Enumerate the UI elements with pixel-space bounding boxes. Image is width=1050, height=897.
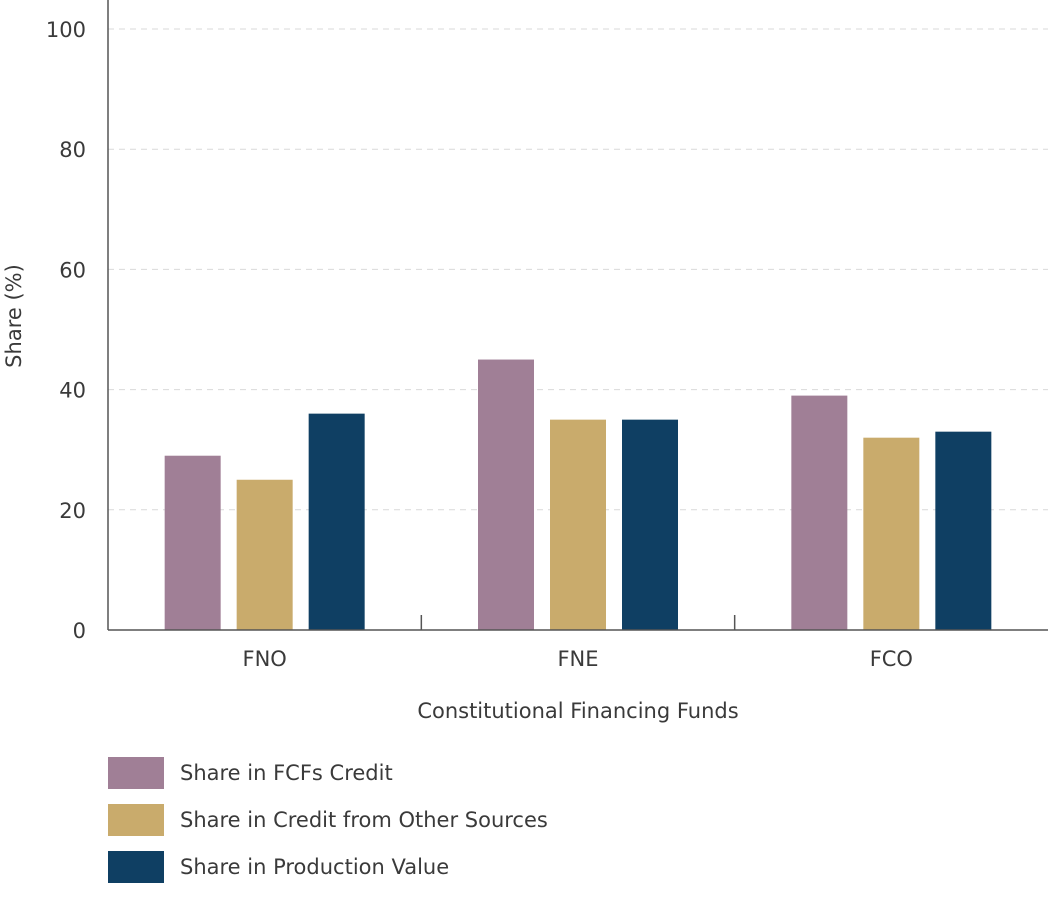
axes [107,0,1048,631]
legend-label: Share in Credit from Other Sources [180,808,548,832]
legend-swatch [108,757,164,789]
bar [478,359,534,630]
y-tick-label: 20 [59,499,86,523]
bar [622,419,678,630]
bar [236,479,293,630]
legend-item: Share in FCFs Credit [108,756,548,790]
bar [935,431,992,630]
bar [550,419,606,630]
y-tick-label: 80 [59,138,86,162]
x-tick-label: FNE [557,647,598,671]
bars [164,359,992,630]
legend-label: Share in Production Value [180,855,450,879]
x-tick-label: FNO [243,647,287,671]
legend-item: Share in Credit from Other Sources [108,803,548,837]
bar [164,455,221,630]
bar [308,413,365,630]
legend-label: Share in FCFs Credit [180,761,393,785]
x-axis-title: Constitutional Financing Funds [417,699,738,723]
legend-item: Share in Production Value [108,850,548,884]
y-tick-label: 60 [59,258,86,282]
bar-chart-svg: 0 20 40 60 80 100 FNO FNE FCO Share (%) Constit… [2,0,1048,723]
legend: Share in FCFs Credit Share in Credit fro… [108,756,548,897]
y-tick-label: 100 [46,18,86,42]
x-tick-labels: FNO FNE FCO [243,647,913,671]
y-tick-label: 40 [59,379,86,403]
y-tick-label: 0 [73,619,86,643]
x-tick-label: FCO [870,647,913,671]
y-tick-labels: 0 20 40 60 80 100 [46,18,86,643]
bar [791,395,848,630]
legend-swatch [108,851,164,883]
y-axis-title: Share (%) [2,264,26,368]
bar [863,437,920,630]
legend-swatch [108,804,164,836]
